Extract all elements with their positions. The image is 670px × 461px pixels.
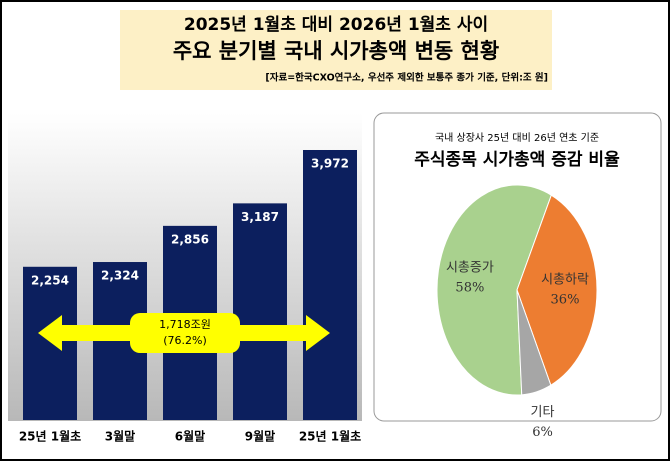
pie-subtitle: 국내 상장사 25년 대비 26년 연초 기준 [435,132,599,144]
value-label: 2,856 [171,232,209,246]
source: [자료=한국CXO연구소, 우선주 제외한 보통주 종가 기준, 단위:조 원] [265,72,548,84]
title-box [120,10,552,90]
x-tick-label: 6월말 [175,429,205,444]
title-line: 주요 분기별 국내 시가총액 변동 현황 [173,39,499,63]
annotation: (76.2%) [163,334,207,347]
pie-slice [516,289,552,396]
x-tick-label: 25년 1월초 [299,429,361,444]
pie-slice [436,184,552,396]
pie-title: 주식종목 시가총액 증감 비율 [414,150,620,170]
slice-label: 시총하락 [541,273,589,288]
x-tick-label: 25년 1월초 [19,429,81,444]
annotation: 1,718조원 [159,318,211,331]
value-label: 2,254 [31,273,69,287]
bar [233,203,287,420]
pie-slice [516,194,598,386]
annotation-box [130,313,240,353]
slice-value-label: 36% [551,293,580,308]
value-label: 3,972 [311,157,349,171]
x-tick-label: 3월말 [105,429,135,444]
slice-label: 시총증가 [446,260,494,275]
slice-value-label: 6% [532,425,553,440]
value-label: 2,324 [101,269,139,283]
bar [23,266,77,420]
x-tick-label: 9월말 [245,429,275,444]
value-label: 3,187 [241,210,279,224]
bar [303,150,357,420]
title-line: 2025년 1월초 대비 2026년 1월초 사이 [184,15,488,35]
slice-label: 기타 [531,405,555,420]
slice-value-label: 58% [455,280,484,295]
